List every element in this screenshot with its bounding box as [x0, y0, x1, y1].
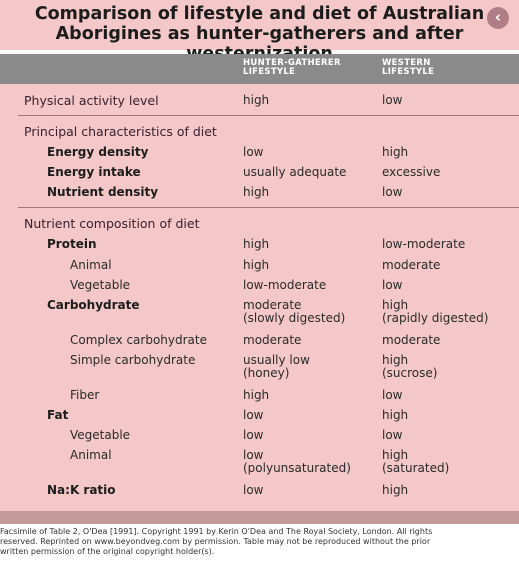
- cell-fat-vegetable-western: low: [382, 428, 403, 442]
- row-label-fiber: Fiber: [70, 388, 100, 402]
- row-label-fat-vegetable: Vegetable: [70, 428, 131, 442]
- cell-fat-hg: low: [243, 408, 264, 422]
- chevron-left-icon: ‹: [494, 8, 502, 26]
- row-label-energy-density: Energy density: [47, 145, 149, 159]
- row-label-simple-carbohydrate: Simple carbohydrate: [70, 353, 196, 367]
- cell-complex-carb-hg: moderate: [243, 333, 302, 347]
- comparison-table: Physical activity level high low Princip…: [0, 84, 519, 511]
- row-label-nutrient-density: Nutrient density: [47, 185, 159, 199]
- source-caption: Facsimile of Table 2, O'Dea [1991]. Copy…: [0, 527, 433, 556]
- cell-simple-carb-hg: usually low (honey): [243, 353, 310, 380]
- title-line-1: Comparison of lifestyle and diet of Aust…: [34, 4, 485, 24]
- row-label-energy-intake: Energy intake: [47, 165, 141, 179]
- cell-physical-western: low: [382, 93, 403, 107]
- table-footer-bar: [0, 511, 519, 524]
- row-label-protein-animal: Animal: [70, 258, 112, 272]
- divider: [18, 115, 519, 116]
- cell-protein-vegetable-hg: low-moderate: [243, 278, 327, 292]
- divider: [18, 207, 519, 208]
- cell-protein-hg: high: [243, 237, 270, 251]
- column-header-bar: HUNTER-GATHERER LIFESTYLE WESTERN LIFEST…: [0, 54, 519, 84]
- cell-energy-density-hg: low: [243, 145, 264, 159]
- section-heading-nutrient: Nutrient composition of diet: [24, 216, 200, 231]
- cell-protein-western: low-moderate: [382, 237, 466, 251]
- row-label-protein: Protein: [47, 237, 97, 251]
- row-label-na-k-ratio: Na:K ratio: [47, 483, 116, 497]
- cell-simple-carb-western: high (sucrose): [382, 353, 438, 380]
- column-header-hunter-gatherer: HUNTER-GATHERER LIFESTYLE: [243, 58, 341, 77]
- cell-energy-density-western: high: [382, 145, 409, 159]
- cell-nutrient-density-hg: high: [243, 185, 270, 199]
- row-label-complex-carbohydrate: Complex carbohydrate: [70, 333, 207, 347]
- cell-na-k-western: high: [382, 483, 409, 497]
- column-header-western: WESTERN LIFESTYLE: [382, 58, 435, 77]
- cell-nutrient-density-western: low: [382, 185, 403, 199]
- cell-carbohydrate-hg: moderate (slowly digested): [243, 298, 346, 325]
- cell-fiber-western: low: [382, 388, 403, 402]
- back-button[interactable]: ‹: [487, 7, 509, 29]
- cell-na-k-hg: low: [243, 483, 264, 497]
- row-label-fat: Fat: [47, 408, 69, 422]
- cell-fat-animal-western: high (saturated): [382, 448, 450, 475]
- cell-fat-western: high: [382, 408, 409, 422]
- row-label-fat-animal: Animal: [70, 448, 112, 462]
- cell-fat-vegetable-hg: low: [243, 428, 264, 442]
- cell-carbohydrate-western: high (rapidly digested): [382, 298, 489, 325]
- cell-protein-vegetable-western: low: [382, 278, 403, 292]
- row-label-carbohydrate: Carbohydrate: [47, 298, 140, 312]
- cell-protein-animal-western: moderate: [382, 258, 441, 272]
- cell-energy-intake-hg: usually adequate: [243, 165, 347, 179]
- cell-fat-animal-hg: low (polyunsaturated): [243, 448, 351, 475]
- title-bar: Comparison of lifestyle and diet of Aust…: [0, 0, 519, 64]
- cell-protein-animal-hg: high: [243, 258, 270, 272]
- row-label-physical-activity: Physical activity level: [24, 93, 159, 108]
- section-heading-principal: Principal characteristics of diet: [24, 124, 217, 139]
- row-label-protein-vegetable: Vegetable: [70, 278, 131, 292]
- cell-complex-carb-western: moderate: [382, 333, 441, 347]
- cell-physical-hg: high: [243, 93, 270, 107]
- cell-fiber-hg: high: [243, 388, 270, 402]
- cell-energy-intake-western: excessive: [382, 165, 441, 179]
